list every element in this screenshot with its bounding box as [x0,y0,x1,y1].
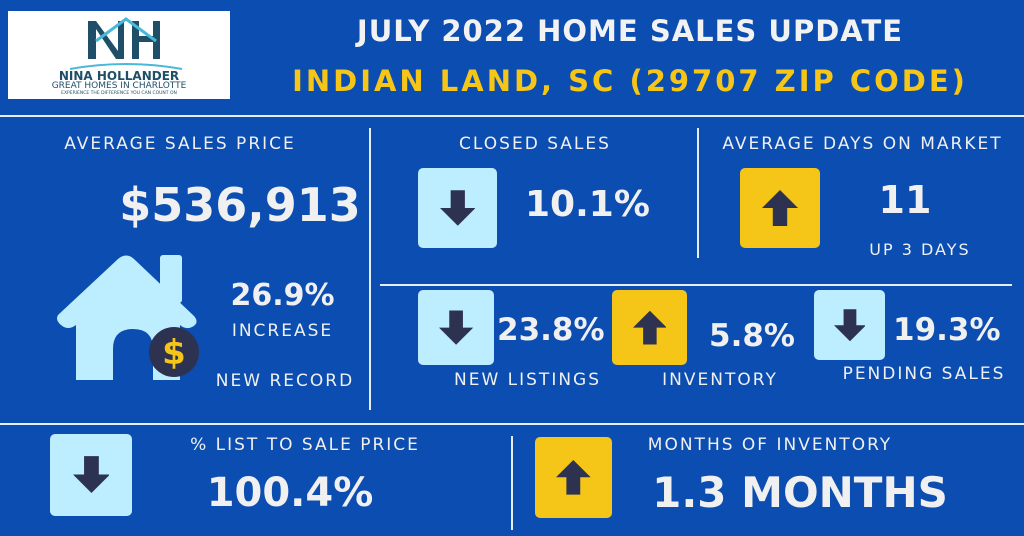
avg-price-change-label: INCREASE [231,321,334,341]
avg-price-label: AVERAGE SALES PRICE [64,134,296,154]
months-inventory-value: 1.3 MONTHS [652,468,948,517]
divider [369,128,371,410]
arrow-up-icon [612,290,687,365]
logo-name: NINA HOLLANDER [58,69,180,83]
arrow-down-icon [418,290,494,365]
svg-text:$: $ [162,333,186,373]
page-subtitle: INDIAN LAND, SC (29707 ZIP CODE) [292,64,968,98]
logo-tagline: GREAT HOMES IN CHARLOTTE [51,81,187,91]
divider [511,436,513,530]
inventory-label: INVENTORY [662,370,778,390]
avg-price-value: $536,913 [119,178,361,232]
logo-house-icon [69,17,183,70]
logo-slogan: EXPERIENCE THE DIFFERENCE YOU CAN COUNT … [61,91,177,96]
list-to-sale-label: % LIST TO SALE PRICE [190,435,420,455]
arrow-down-icon [418,168,497,248]
list-to-sale-value: 100.4% [206,470,374,516]
closed-sales-value: 10.1% [525,184,650,225]
avg-price-change: 26.9% [230,278,335,313]
divider [0,115,1024,117]
arrow-down-icon [814,290,885,360]
pending-sales-label: PENDING SALES [842,364,1006,384]
new-listings-label: NEW LISTINGS [453,370,602,390]
months-inventory-label: MONTHS OF INVENTORY [647,435,893,455]
closed-sales-label: CLOSED SALES [459,134,611,154]
new-listings-value: 23.8% [497,312,605,348]
dom-note: UP 3 DAYS [869,240,971,259]
logo: NINA HOLLANDER GREAT HOMES IN CHARLOTTE … [8,11,230,99]
page-title: JULY 2022 HOME SALES UPDATE [356,14,904,48]
arrow-up-icon [740,168,820,248]
divider [0,423,1024,425]
house-dollar-icon: $ [57,255,199,380]
arrow-up-icon [535,437,612,518]
divider [697,128,699,258]
dom-label: AVERAGE DAYS ON MARKET [722,134,1003,154]
divider [380,284,1012,286]
pending-sales-value: 19.3% [893,312,1001,348]
inventory-value: 5.8% [709,318,795,354]
avg-price-note: NEW RECORD [215,371,355,391]
dom-value: 11 [878,178,932,222]
arrow-down-icon [50,434,132,516]
